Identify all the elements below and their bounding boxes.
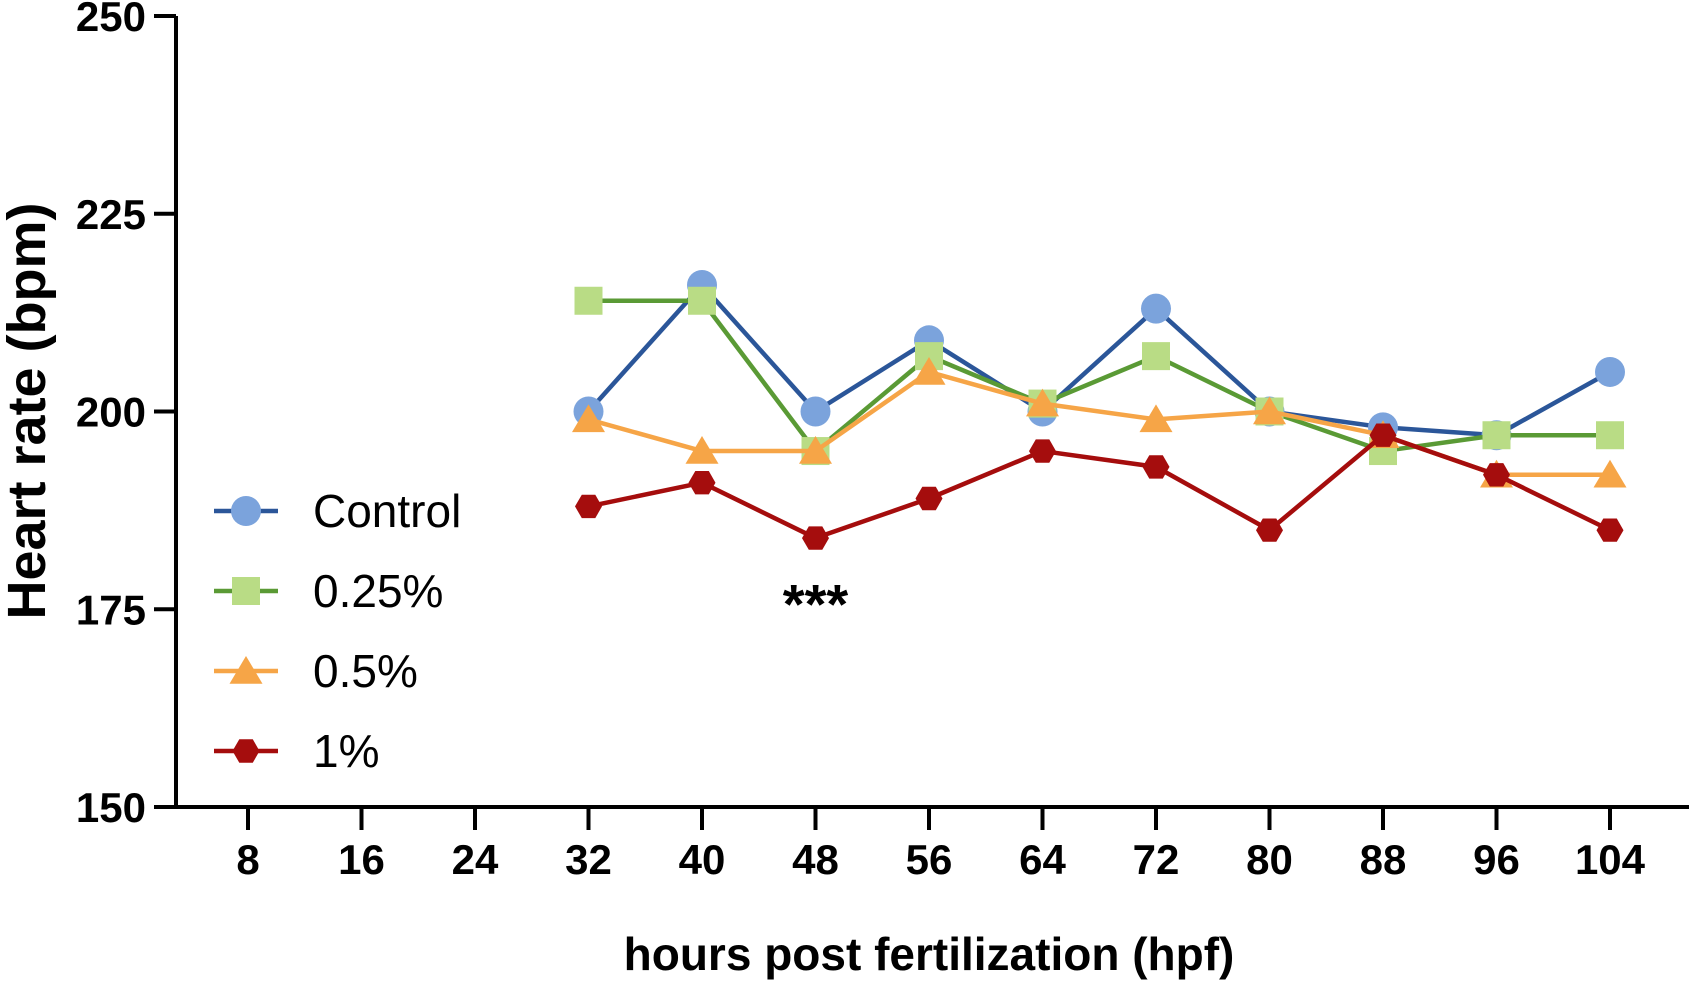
- data-point: [1593, 459, 1627, 488]
- annotation-layer: ***: [783, 572, 849, 635]
- series-0: [573, 269, 1625, 451]
- x-tick-label: 48: [792, 836, 839, 883]
- legend-marker: [229, 656, 263, 684]
- data-point: [1596, 518, 1624, 542]
- x-ticks: 8 16 24 32 40 48 56 64 72 80 88 96 104: [236, 807, 1646, 883]
- legend-item: Control: [214, 485, 461, 537]
- y-axis-title: Heart rate (bpm): [0, 202, 57, 619]
- series-layer: [572, 269, 1627, 550]
- series-3: [575, 423, 1624, 550]
- x-tick-label: 16: [338, 836, 385, 883]
- x-tick-label: 96: [1473, 836, 1520, 883]
- series-2: [572, 356, 1627, 488]
- legend-label: Control: [313, 485, 461, 537]
- x-tick-label: 88: [1360, 836, 1407, 883]
- y-tick-label: 200: [76, 389, 146, 436]
- legend-label: 0.25%: [313, 565, 443, 617]
- legend-item: 0.25%: [214, 565, 443, 617]
- data-point: [575, 494, 602, 519]
- data-point: [574, 286, 603, 315]
- significance-annotation: ***: [783, 572, 849, 635]
- x-tick-label: 32: [565, 836, 612, 883]
- y-tick-label: 150: [76, 784, 146, 831]
- x-tick-label: 80: [1246, 836, 1293, 883]
- x-tick-label: 104: [1575, 836, 1646, 883]
- y-ticks: 150 175 200 225 250: [76, 0, 176, 831]
- legend-item: 1%: [214, 725, 379, 777]
- x-tick-label: 72: [1133, 836, 1180, 883]
- data-point: [1141, 293, 1171, 324]
- series-line: [586, 282, 1612, 438]
- x-tick-label: 56: [906, 836, 953, 883]
- series-1: [574, 286, 1624, 466]
- series-line: [588, 432, 1611, 541]
- legend-label: 1%: [313, 725, 379, 777]
- series-line: [588, 298, 1610, 454]
- data-point: [1142, 455, 1170, 479]
- x-tick-label: 40: [679, 836, 726, 883]
- data-point: [1029, 439, 1056, 463]
- data-point: [688, 286, 716, 315]
- data-point: [800, 396, 831, 427]
- data-point: [802, 526, 829, 550]
- legend-label: 0.5%: [313, 645, 418, 697]
- legend-marker: [232, 577, 260, 605]
- data-point: [688, 471, 716, 495]
- data-point: [1482, 421, 1511, 450]
- data-point: [1256, 518, 1283, 542]
- x-tick-label: 8: [236, 836, 259, 883]
- data-point: [685, 436, 719, 464]
- y-tick-label: 225: [76, 191, 146, 238]
- x-tick-label: 64: [1019, 836, 1066, 883]
- data-point: [1596, 421, 1624, 450]
- data-point: [1253, 396, 1286, 425]
- data-point: [915, 486, 943, 511]
- x-tick-label: 24: [452, 836, 499, 883]
- legend-item: 0.5%: [214, 645, 418, 697]
- data-point: [799, 436, 832, 464]
- legend-marker: [231, 496, 261, 526]
- y-tick-label: 250: [76, 0, 146, 40]
- data-point: [1139, 404, 1173, 433]
- data-point: [1142, 342, 1170, 371]
- data-point: [572, 404, 605, 433]
- data-point: [1026, 388, 1059, 417]
- y-tick-label: 175: [76, 586, 146, 633]
- legend: Control 0.25% 0.5% 1%: [214, 485, 461, 777]
- x-axis-title: hours post fertilization (hpf): [624, 928, 1235, 980]
- data-point: [912, 356, 946, 385]
- data-point: [1483, 463, 1510, 487]
- legend-marker: [232, 739, 260, 763]
- data-point: [1369, 423, 1397, 447]
- data-point: [1595, 356, 1625, 387]
